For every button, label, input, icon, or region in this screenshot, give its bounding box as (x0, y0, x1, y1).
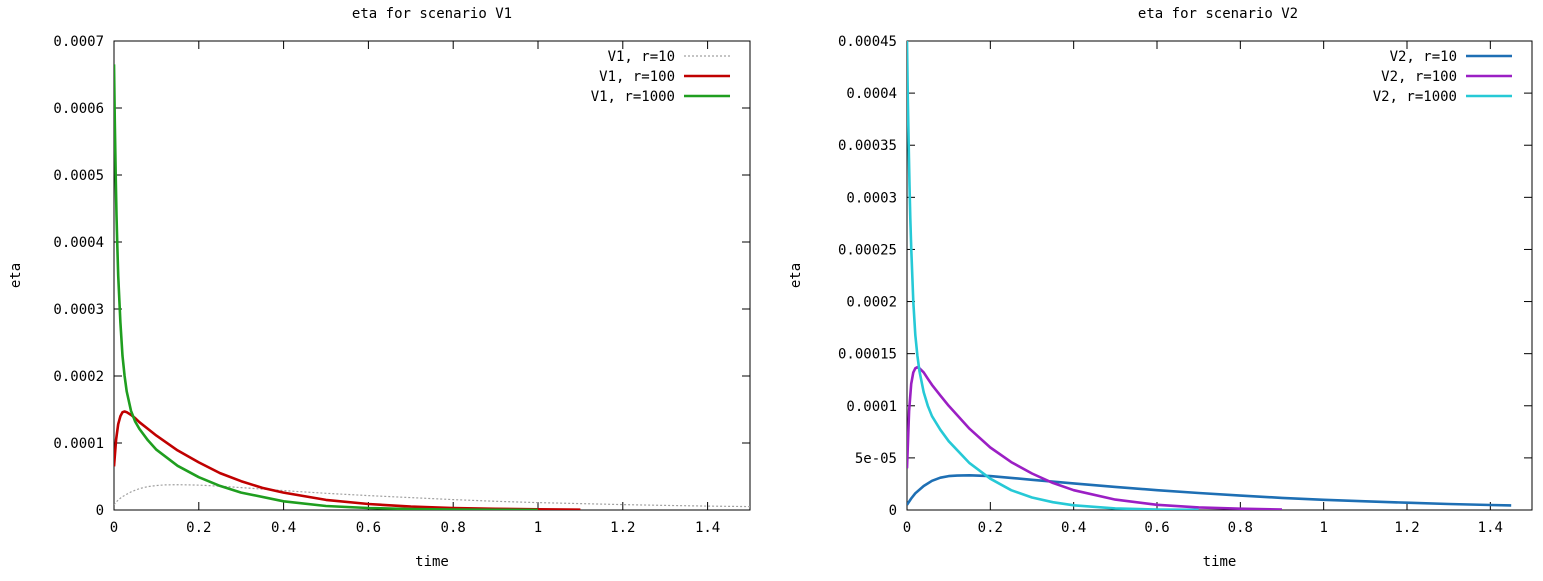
chart-1-panel: eta for scenario V1 time eta 0 0.2 0.4 0.6 0.8 1… (8, 6, 751, 570)
chart-2-y-tick-label: 0.0002 (846, 295, 897, 311)
chart-2-y-tick-label: 0.00025 (838, 242, 897, 258)
chart-1-x-tick-label: 0.4 (271, 520, 296, 536)
chart-2-x-tick-label: 0 (903, 520, 911, 536)
chart-2-y-tick-label: 5e-05 (855, 451, 897, 467)
chart-2-x-tick-label: 0.6 (1144, 520, 1169, 536)
chart-1-x-tick-label: 1.2 (610, 520, 635, 536)
chart-1-y-tick-label: 0.0007 (53, 34, 104, 50)
chart-2-panel: eta for scenario V2 time eta 0 0.2 0.4 0.6 0.8 1… (788, 6, 1533, 570)
chart-2-legend-label-3: V2, r=1000 (1373, 89, 1457, 105)
chart-2-plot-frame (906, 40, 1533, 511)
chart-1-x-tick-label: 0.8 (441, 520, 466, 536)
chart-1-y-axis-label: eta (8, 263, 24, 288)
chart-2-x-tick-label: 1.4 (1478, 520, 1503, 536)
chart-1-y-tick-label: 0 (96, 503, 104, 519)
chart-1-x-tick-label: 0.2 (186, 520, 211, 536)
chart-1-x-tick-label: 0 (110, 520, 118, 536)
chart-1-series-1-line (114, 484, 750, 508)
chart-1-legend-label-1: V1, r=10 (608, 49, 675, 65)
chart-1-plot-frame (113, 40, 751, 511)
chart-2-x-tick-label: 1 (1319, 520, 1327, 536)
chart-1-x-axis-label: time (415, 554, 449, 570)
chart-2-legend-label-1: V2, r=10 (1390, 49, 1457, 65)
chart-1-x-tick-label: 1.4 (695, 520, 720, 536)
chart-2-legend-label-2: V2, r=100 (1381, 69, 1457, 85)
chart-2-x-axis-label: time (1203, 554, 1237, 570)
chart-2-y-tick-label: 0.0001 (846, 399, 897, 415)
chart-1-x-tick-label: 0.6 (356, 520, 381, 536)
chart-2-x-tick-label: 0.8 (1228, 520, 1253, 536)
chart-2-y-tick-label: 0.0003 (846, 190, 897, 206)
chart-2-title: eta for scenario V2 (1138, 6, 1298, 22)
chart-1-series-2-line (114, 410, 581, 510)
chart-2-y-tick-label: 0.0004 (846, 86, 897, 102)
chart-2-series-3-line (907, 41, 1199, 510)
chart-1-x-tick-label: 1 (534, 520, 542, 536)
chart-1-series-3-line (114, 64, 539, 510)
chart-2-y-tick-label: 0.00035 (838, 138, 897, 154)
chart-2-series-1-line (907, 474, 1512, 507)
chart-2-y-tick-label: 0 (889, 503, 897, 519)
chart-2-y-tick-label: 0.00045 (838, 34, 897, 50)
chart-1-y-tick-label: 0.0001 (53, 436, 104, 452)
chart-2-x-tick-label: 1.2 (1394, 520, 1419, 536)
chart-1-y-tick-label: 0.0002 (53, 369, 104, 385)
chart-1-y-tick-label: 0.0004 (53, 235, 104, 251)
chart-2-y-tick-label: 0.00015 (838, 347, 897, 363)
chart-2-series-2-line (907, 365, 1283, 510)
chart-1-title: eta for scenario V1 (352, 6, 512, 22)
chart-2-x-tick-label: 0.2 (978, 520, 1003, 536)
chart-1-legend-label-2: V1, r=100 (599, 69, 675, 85)
chart-1-y-tick-label: 0.0006 (53, 101, 104, 117)
chart-2-y-axis-label: eta (788, 263, 804, 288)
chart-1-y-tick-label: 0.0005 (53, 168, 104, 184)
chart-1-legend-label-3: V1, r=1000 (591, 89, 675, 105)
chart-1-y-tick-label: 0.0003 (53, 302, 104, 318)
chart-2-x-tick-label: 0.4 (1061, 520, 1086, 536)
